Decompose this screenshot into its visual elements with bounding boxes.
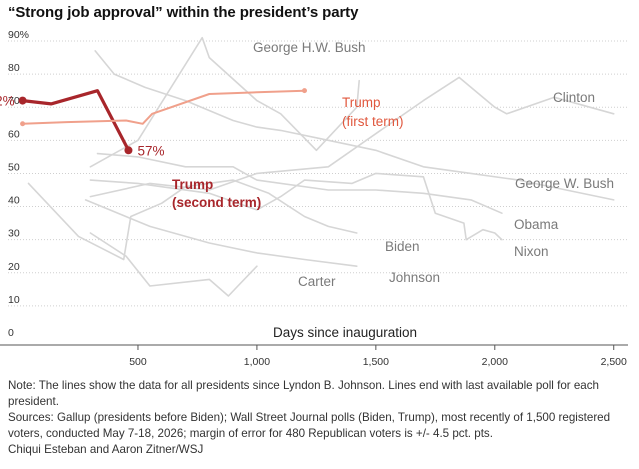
series-label-line-trump-first-term-1: (first term) — [342, 114, 404, 129]
series-label-biden: Biden — [385, 239, 420, 254]
chart-title: “Strong job approval” within the preside… — [8, 4, 359, 21]
series-line-johnson — [84, 199, 358, 268]
series-label-line-george-h-w-bush-0: George H.W. Bush — [253, 40, 366, 55]
note-text: Note: The lines show the data for all pr… — [8, 379, 599, 408]
series-label-line-trump-second-term-1: (second term) — [172, 195, 261, 210]
series-label-line-george-w-bush-0: George W. Bush — [515, 176, 614, 191]
y-tick-label-40: 40 — [8, 195, 20, 207]
series-end-point-trump-second-term — [124, 146, 133, 155]
series-label-line-biden-0: Biden — [385, 239, 420, 254]
line-chart: 0 10 20 30 40 50 60 70 80 90% 500 1,000 1,500 2,000 2… — [0, 29, 628, 368]
series-line-biden — [27, 179, 358, 261]
x-tick-label-500: 500 — [129, 356, 147, 368]
series-label-line-trump-first-term-0: Trump — [342, 95, 381, 110]
y-tick-label-10: 10 — [8, 294, 20, 306]
series-label-trump-first-term: Trump (first term) — [342, 95, 404, 129]
series-label-nixon: Nixon — [514, 244, 549, 259]
series-label-line-clinton-0: Clinton — [553, 90, 595, 105]
series-label-johnson: Johnson — [389, 270, 440, 285]
data-label-end-trump-second-term: 57% — [137, 143, 164, 158]
x-axis: 500 1,000 1,500 2,000 2,500 — [0, 344, 628, 368]
series-label-line-obama-0: Obama — [514, 217, 559, 232]
series-line-carter — [89, 232, 258, 297]
series-label-trump-second-term: Trump (second term) — [172, 177, 261, 210]
series-label-line-trump-second-term-0: Trump — [172, 177, 213, 192]
series-labels: Trump (second term) 72% 57% Trump (first term… — [0, 40, 614, 289]
series-start-point-trump-second-term — [18, 96, 27, 105]
series-label-line-carter-0: Carter — [298, 274, 336, 289]
series-line-trump-first-term — [21, 89, 306, 125]
series-line-george-h-w-bush — [89, 36, 361, 168]
series-label-obama: Obama — [514, 217, 559, 232]
y-tick-label-20: 20 — [8, 261, 20, 273]
y-tick-label-70: 70 — [8, 95, 20, 107]
y-tick-label-90: 90% — [8, 29, 29, 41]
series-label-george-w-bush: George W. Bush — [515, 176, 614, 191]
x-tick-label-1000: 1,000 — [244, 356, 270, 368]
y-tick-label-30: 30 — [8, 228, 20, 240]
series-line-clinton — [89, 76, 615, 198]
y-tick-label-50: 50 — [8, 161, 20, 173]
series-label-george-h-w-bush: George H.W. Bush — [253, 40, 366, 55]
x-tick-label-1500: 1,500 — [363, 356, 389, 368]
sources-text: Sources: Gallup (presidents before Biden… — [8, 411, 611, 440]
y-tick-label-0: 0 — [8, 327, 14, 339]
series-line-nixon — [89, 172, 503, 241]
y-tick-label-80: 80 — [8, 62, 20, 74]
footnotes: Note: The lines show the data for all pr… — [8, 378, 633, 458]
series-label-carter: Carter — [298, 274, 336, 289]
series-line-obama — [96, 152, 503, 214]
data-label-start-trump-second-term: 72% — [0, 94, 15, 109]
x-tick-label-2500: 2,500 — [601, 356, 627, 368]
highlight-series-lines — [18, 88, 307, 155]
series-start-point-trump-first-term — [20, 121, 26, 127]
series-label-line-nixon-0: Nixon — [514, 244, 549, 259]
series-line-george-w-bush — [94, 50, 615, 201]
series-label-line-johnson-0: Johnson — [389, 270, 440, 285]
x-tick-label-2000: 2,000 — [482, 356, 508, 368]
y-tick-label-60: 60 — [8, 128, 20, 140]
grid-lines — [8, 40, 628, 307]
x-axis-label: Days since inauguration — [273, 325, 417, 340]
y-axis-tick-labels: 0 10 20 30 40 50 60 70 80 90% — [8, 29, 29, 339]
series-end-point-trump-first-term — [301, 88, 307, 94]
credit-text: Chiqui Esteban and Aaron Zitner/WSJ — [8, 443, 204, 456]
context-series-lines — [27, 36, 615, 297]
series-label-clinton: Clinton — [553, 90, 595, 105]
